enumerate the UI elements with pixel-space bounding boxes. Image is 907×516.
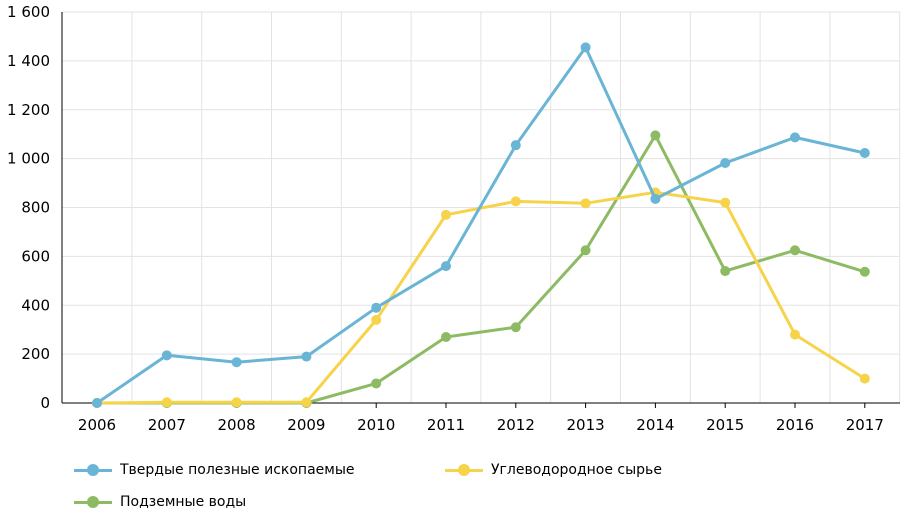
data-point[interactable] — [580, 245, 591, 256]
y-tick-label: 1 400 — [7, 52, 50, 70]
x-tick-label: 2010 — [357, 416, 395, 434]
data-point[interactable] — [650, 130, 661, 141]
y-tick-label: 200 — [21, 345, 50, 363]
data-point[interactable] — [859, 266, 870, 277]
data-point[interactable] — [790, 329, 800, 340]
legend-label: Твердые полезные ископаемые — [120, 462, 355, 478]
y-tick-label: 1 000 — [7, 150, 50, 168]
legend-marker-icon — [445, 458, 483, 482]
x-tick-label: 2013 — [567, 416, 605, 434]
data-point[interactable] — [790, 132, 800, 143]
data-point[interactable] — [510, 196, 521, 207]
data-point[interactable] — [720, 158, 731, 169]
data-point[interactable] — [650, 193, 661, 204]
x-tick-label: 2016 — [776, 416, 814, 434]
data-point[interactable] — [371, 378, 382, 389]
data-point[interactable] — [720, 266, 731, 277]
x-tick-label: 2006 — [78, 416, 116, 434]
data-point[interactable] — [441, 261, 451, 272]
x-tick-label: 2015 — [706, 416, 744, 434]
legend-marker-icon — [74, 490, 112, 514]
legend-item-series-2[interactable]: Углеводородное сырье — [445, 458, 662, 482]
y-tick-label: 0 — [40, 394, 50, 412]
legend-item-series-1[interactable]: Твердые полезные ископаемые — [74, 458, 355, 482]
data-point[interactable] — [790, 245, 800, 256]
series-line — [96, 45, 866, 405]
x-axis-ticks: 2006 2007 2008 2009 2010 2011 2012 2013 2014 2015… — [78, 403, 884, 434]
data-point[interactable] — [510, 322, 521, 333]
y-tick-label: 1 200 — [7, 101, 50, 119]
data-point[interactable] — [441, 209, 451, 220]
x-tick-label: 2011 — [427, 416, 465, 434]
legend-label: Углеводородное сырье — [491, 462, 662, 478]
legend-item-series-3[interactable]: Подземные воды — [74, 490, 246, 514]
series-1 — [92, 42, 870, 408]
legend: Твердые полезные ископаемые Углеводородн… — [0, 452, 907, 516]
y-tick-label: 400 — [21, 296, 50, 314]
data-point[interactable] — [301, 397, 312, 408]
x-tick-label: 2014 — [636, 416, 674, 434]
legend-marker-icon — [74, 458, 112, 482]
y-tick-label: 600 — [21, 247, 50, 265]
x-tick-label: 2012 — [497, 416, 535, 434]
data-point[interactable] — [580, 42, 591, 53]
x-tick-label: 2017 — [846, 416, 884, 434]
data-point[interactable] — [859, 148, 870, 159]
data-point[interactable] — [859, 373, 870, 384]
series — [92, 42, 870, 408]
x-tick-label: 2008 — [218, 416, 256, 434]
data-point[interactable] — [580, 198, 591, 209]
data-point[interactable] — [441, 332, 451, 343]
data-point[interactable] — [231, 357, 242, 368]
y-axis-ticks: 0 200 400 600 800 1 000 1 200 1 400 1 600 — [7, 3, 50, 412]
data-point[interactable] — [231, 397, 242, 408]
x-tick-label: 2009 — [287, 416, 325, 434]
data-point[interactable] — [92, 398, 102, 408]
data-point[interactable] — [510, 140, 521, 151]
y-tick-label: 1 600 — [7, 3, 50, 21]
data-point[interactable] — [301, 351, 312, 362]
data-point[interactable] — [371, 314, 382, 325]
data-point[interactable] — [371, 302, 382, 313]
y-tick-label: 800 — [21, 199, 50, 217]
legend-label: Подземные воды — [120, 494, 247, 510]
data-point[interactable] — [161, 350, 172, 361]
x-tick-label: 2007 — [148, 416, 186, 434]
data-point[interactable] — [161, 397, 172, 408]
data-point[interactable] — [720, 197, 731, 208]
